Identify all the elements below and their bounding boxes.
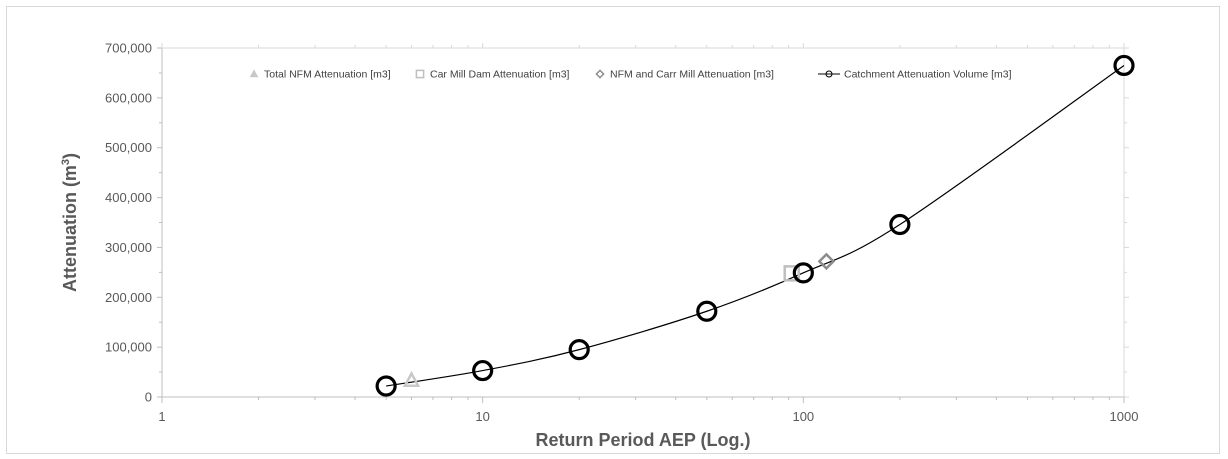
ticks: 0 100,000 200,000 300,000 400,000 500,000 600,… — [105, 41, 1138, 425]
y-axis-title-main: Attenuation (m — [60, 165, 80, 292]
y-axis-title: Attenuation (m3) — [60, 153, 80, 292]
x-tick-label: 1000 — [1110, 409, 1139, 424]
x-tick-label: 100 — [792, 409, 814, 424]
nfm-and-carr-mill-attenuation-point — [817, 252, 836, 271]
legend-label: Catchment Attenuation Volume [m3] — [844, 69, 1012, 81]
y-tick-label: 500,000 — [105, 140, 152, 155]
legend: Total NFM Attenuation [m3] Car Mill Dam A… — [249, 69, 1012, 81]
plot-area — [375, 54, 1135, 397]
catchment-attenuation-volume-point — [889, 213, 911, 236]
y-axis-title-end: ) — [60, 153, 80, 159]
x-tick-label: 10 — [475, 409, 489, 424]
legend-swatch-square — [415, 69, 425, 79]
catchment-attenuation-volume-line — [386, 64, 1125, 387]
axes — [161, 47, 1125, 398]
y-axis-title-superscript: 3 — [60, 159, 72, 165]
legend-swatch-circle — [825, 70, 833, 78]
y-tick-label: 100,000 — [105, 340, 152, 355]
y-tick-label: 700,000 — [105, 41, 152, 56]
legend-swatch-triangle — [249, 69, 259, 78]
y-tick-label: 400,000 — [105, 190, 152, 205]
catchment-attenuation-volume-point — [696, 300, 718, 322]
catchment-attenuation-volume-point — [375, 375, 397, 397]
catchment-attenuation-volume-point — [1113, 54, 1135, 77]
catchment-attenuation-volume-point — [792, 262, 814, 284]
legend-swatch-diamond — [595, 69, 605, 79]
x-axis-title: Return Period AEP (Log.) — [535, 430, 750, 450]
chart-frame — [6, 6, 1220, 454]
catchment-attenuation-volume-point — [568, 339, 590, 361]
legend-label: NFM and Carr Mill Attenuation [m3] — [610, 69, 774, 81]
y-tick-label: 600,000 — [105, 90, 152, 105]
y-tick-label: 200,000 — [105, 290, 152, 305]
legend-label: Total NFM Attenuation [m3] — [264, 69, 391, 81]
y-tick-label: 300,000 — [105, 240, 152, 255]
legend-label: Car Mill Dam Attenuation [m3] — [430, 69, 570, 81]
x-tick-label: 1 — [158, 409, 165, 424]
catchment-attenuation-volume-point — [472, 359, 494, 382]
y-tick-label: 0 — [145, 390, 152, 405]
car-mill-dam-attenuation-point — [783, 265, 800, 282]
total-nfm-attenuation-point — [402, 370, 421, 388]
